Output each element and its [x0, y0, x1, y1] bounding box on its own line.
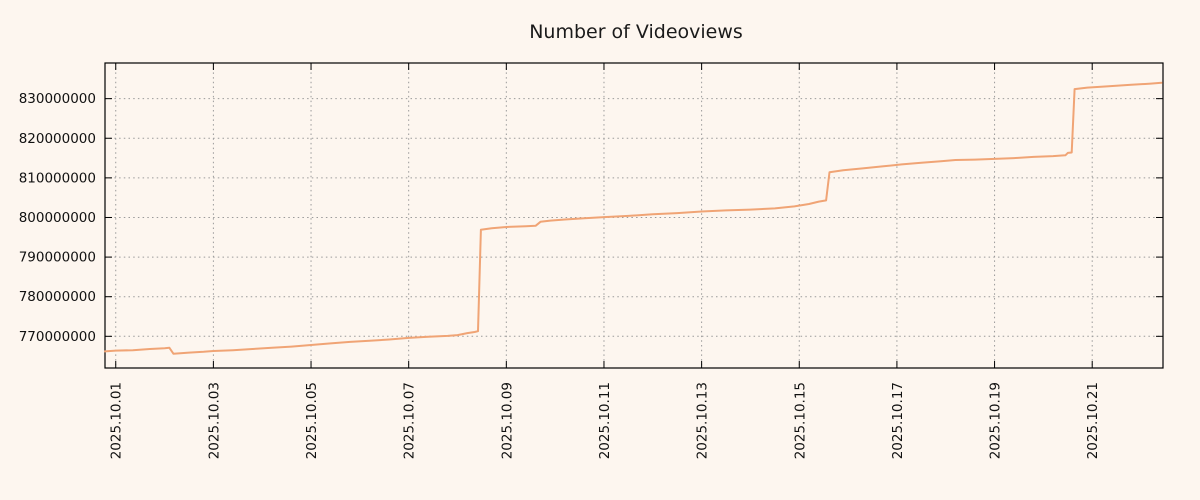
y-tick-label: 770000000 — [19, 329, 96, 345]
y-tick-label: 800000000 — [19, 210, 96, 226]
x-tick-label: 2025.10.19 — [988, 382, 1004, 459]
x-tick-label: 2025.10.01 — [109, 382, 125, 459]
y-tick-label: 790000000 — [19, 250, 96, 266]
x-tick-label: 2025.10.09 — [499, 382, 515, 459]
y-tick-label: 780000000 — [19, 289, 96, 305]
y-tick-label: 820000000 — [19, 131, 96, 147]
x-tick-label: 2025.10.21 — [1085, 382, 1101, 459]
x-tick-label: 2025.10.05 — [304, 382, 320, 459]
x-tick-label: 2025.10.03 — [206, 382, 222, 459]
series-line-videoviews — [104, 81, 1163, 355]
x-tick-label: 2025.10.15 — [792, 382, 808, 459]
chart-title: Number of Videoviews — [529, 21, 743, 43]
x-tick-label: 2025.10.17 — [890, 382, 906, 459]
y-tick-label: 810000000 — [19, 170, 96, 186]
plot-border — [104, 62, 1164, 369]
x-tick-label: 2025.10.07 — [402, 382, 418, 459]
x-tick-label: 2025.10.13 — [695, 382, 711, 459]
x-tick-label: 2025.10.11 — [597, 382, 613, 459]
y-tick-label: 830000000 — [19, 91, 96, 107]
